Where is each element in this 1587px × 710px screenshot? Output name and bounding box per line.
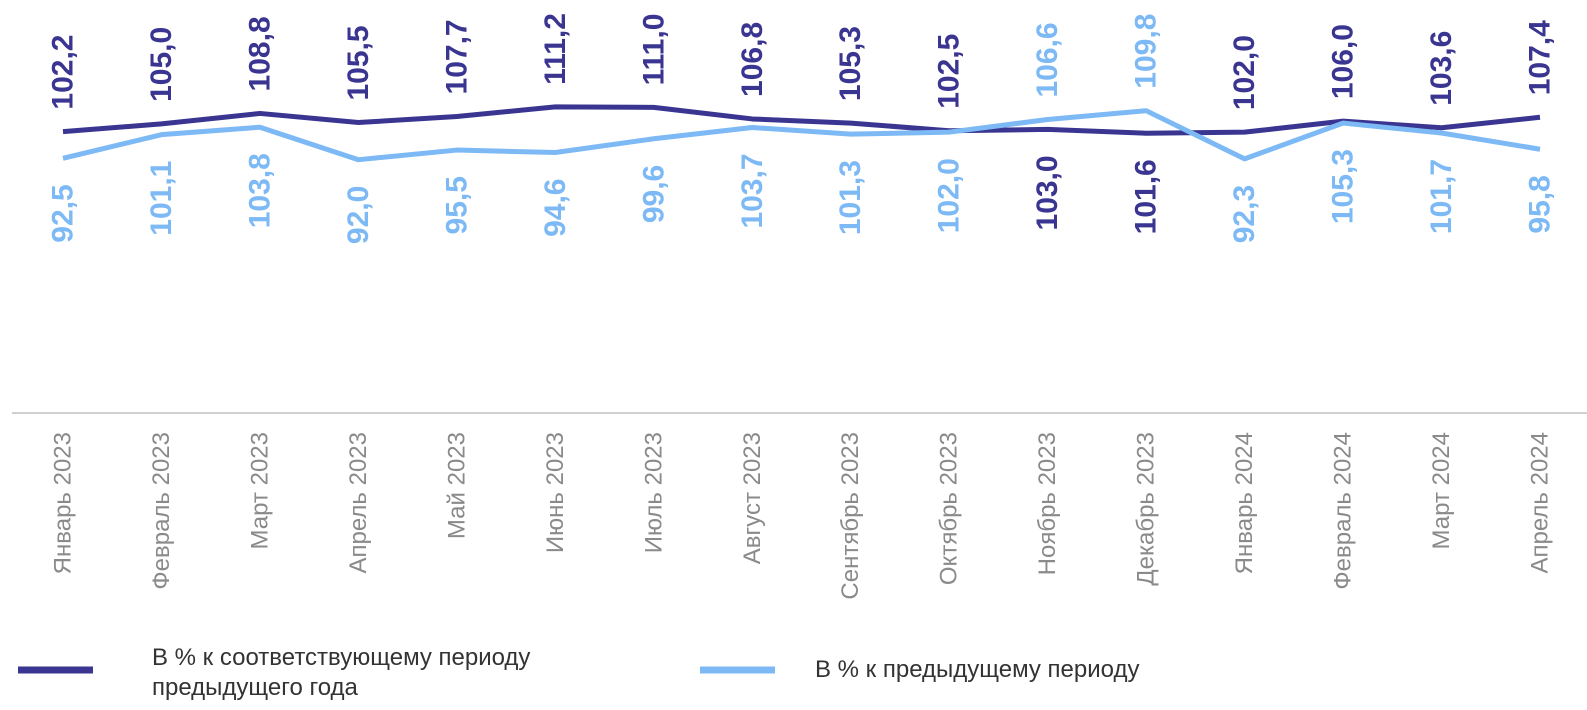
data-label: 102,0 xyxy=(1228,35,1261,110)
data-label: 101,7 xyxy=(1425,159,1458,234)
data-label: 103,8 xyxy=(243,153,276,228)
x-tick-label: Январь 2023 xyxy=(50,432,77,574)
data-label: 107,7 xyxy=(440,19,473,94)
x-tick-label: Январь 2024 xyxy=(1231,432,1258,574)
legend-label: В % к соответствующему периоду предыдуще… xyxy=(152,644,531,701)
x-tick-label: Июль 2023 xyxy=(640,432,667,553)
data-label: 105,3 xyxy=(834,26,867,101)
data-label: 106,8 xyxy=(736,22,769,97)
data-label: 103,6 xyxy=(1425,31,1458,106)
data-label: 94,6 xyxy=(539,179,572,237)
data-label: 111,0 xyxy=(637,14,670,86)
x-tick-label: Декабрь 2023 xyxy=(1133,432,1160,586)
data-label: 108,8 xyxy=(243,16,276,91)
data-label: 103,0 xyxy=(1031,155,1064,230)
data-label: 92,3 xyxy=(1228,185,1261,243)
x-tick-label: Февраль 2024 xyxy=(1330,432,1357,590)
legend-label: В % к предыдущему периоду xyxy=(815,656,1140,683)
data-label: 102,5 xyxy=(933,34,966,109)
series-line xyxy=(62,108,1541,163)
data-label: 95,8 xyxy=(1524,175,1557,233)
data-label: 109,8 xyxy=(1130,14,1163,89)
x-tick-label: Октябрь 2023 xyxy=(936,432,963,585)
x-tick-label: Апрель 2023 xyxy=(345,432,372,573)
x-tick-label: Февраль 2023 xyxy=(148,432,175,590)
data-label: 92,5 xyxy=(47,184,80,242)
data-label: 106,0 xyxy=(1327,24,1360,99)
data-label: 101,3 xyxy=(834,160,867,235)
data-label: 101,6 xyxy=(1130,159,1163,234)
data-label: 103,7 xyxy=(736,153,769,228)
x-tick-label: Апрель 2024 xyxy=(1527,432,1554,573)
data-label: 92,0 xyxy=(342,186,375,244)
data-label: 102,0 xyxy=(933,158,966,233)
data-label: 111,2 xyxy=(539,13,572,85)
x-tick-label: Май 2023 xyxy=(443,432,470,539)
data-label: 101,1 xyxy=(145,161,178,236)
data-label: 105,0 xyxy=(145,27,178,102)
x-tick-label: Сентябрь 2023 xyxy=(837,432,864,600)
data-label: 95,5 xyxy=(440,176,473,234)
data-label: 102,2 xyxy=(47,35,80,110)
x-tick-label: Июнь 2023 xyxy=(542,432,569,553)
x-tick-label: Март 2024 xyxy=(1428,432,1455,549)
data-label: 105,5 xyxy=(342,25,375,100)
data-label: 107,4 xyxy=(1524,20,1557,95)
x-tick-label: Март 2023 xyxy=(246,432,273,549)
data-label: 105,3 xyxy=(1327,149,1360,224)
data-label: 106,6 xyxy=(1031,22,1064,97)
series-line xyxy=(62,104,1541,136)
x-tick-label: Август 2023 xyxy=(739,432,766,564)
x-tick-label: Ноябрь 2023 xyxy=(1034,432,1061,575)
data-label: 99,6 xyxy=(637,165,670,223)
